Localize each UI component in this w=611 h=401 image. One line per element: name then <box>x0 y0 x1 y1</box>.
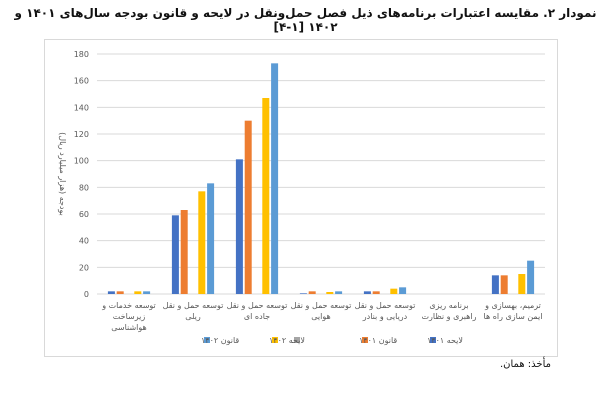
x-tick-label: هوایی <box>311 312 330 321</box>
bar <box>244 120 252 295</box>
bar <box>107 291 115 294</box>
bar <box>527 260 535 294</box>
bar <box>372 291 380 294</box>
x-tick-label: ایمن سازی راه ها <box>484 312 543 321</box>
bar <box>363 291 371 294</box>
legend-label: لایحه ۱۴۰۱ <box>427 336 463 345</box>
x-tick-label: توسعه حمل و نقل <box>291 301 352 310</box>
x-tick-label: توسعه حمل و نقل <box>355 301 416 310</box>
bar <box>299 293 307 294</box>
y-tick-label: 160 <box>74 77 89 86</box>
bar <box>390 288 398 294</box>
legend-swatch <box>204 337 210 343</box>
x-tick-label: ترمیم، بهسازی و <box>484 301 541 310</box>
x-tick-label: توسعه حمل و نقل <box>163 301 224 310</box>
bar <box>262 98 270 294</box>
x-tick-label: زیرساخت <box>113 312 146 321</box>
y-tick-label: 0 <box>84 290 89 299</box>
y-tick-label: 120 <box>74 130 89 139</box>
legend-swatch <box>294 337 300 343</box>
legend-label: لایحه ۱۴۰۲ <box>269 336 305 345</box>
chart-title: نمودار ۲. مقایسه اعتبارات برنامه‌های ذیل… <box>14 6 597 34</box>
x-tick-label: ریلی <box>185 312 201 321</box>
y-tick-label: 20 <box>79 263 89 272</box>
chart-frame <box>44 39 558 357</box>
legend-label: . <box>291 336 294 345</box>
bar <box>500 275 508 294</box>
bar <box>308 291 316 294</box>
source-note: مأخذ: همان. <box>499 359 551 370</box>
bar <box>335 291 343 294</box>
bar <box>235 159 243 294</box>
legend-label: قانون ۱۴۰۱ <box>359 336 397 345</box>
bar <box>143 291 151 294</box>
bar <box>134 291 142 294</box>
y-tick-label: 100 <box>74 157 89 166</box>
x-tick-label: جاده ای <box>244 312 270 321</box>
y-tick-label: 140 <box>74 103 89 112</box>
bar <box>171 215 179 294</box>
x-tick-label: هواشناسی <box>111 323 147 332</box>
y-tick-label: 180 <box>74 50 89 59</box>
bar <box>399 287 407 294</box>
legend-label: قانون ۱۴۰۲ <box>201 336 239 345</box>
bar <box>491 275 499 294</box>
x-tick-label: دریایی و بنادر <box>362 312 408 321</box>
y-axis-label: بودجه (هزار میلیارد ریال) <box>58 132 67 216</box>
y-tick-label: 80 <box>79 183 89 192</box>
bar <box>116 291 124 294</box>
bar <box>180 210 188 294</box>
x-tick-label: برنامه ریزی <box>429 301 468 310</box>
x-tick-label: توسعه خدمات و <box>101 301 156 310</box>
bar <box>518 274 526 294</box>
legend-swatch <box>362 337 368 343</box>
legend-swatch <box>272 337 278 343</box>
legend-swatch <box>430 337 436 343</box>
bar <box>207 183 215 294</box>
x-tick-label: توسعه حمل و نقل <box>227 301 288 310</box>
bar <box>326 292 334 294</box>
bar <box>198 191 206 294</box>
x-tick-label: راهبری و نظارت <box>422 312 477 321</box>
bar <box>271 63 279 295</box>
y-tick-label: 40 <box>79 237 89 246</box>
y-tick-label: 60 <box>79 210 89 219</box>
